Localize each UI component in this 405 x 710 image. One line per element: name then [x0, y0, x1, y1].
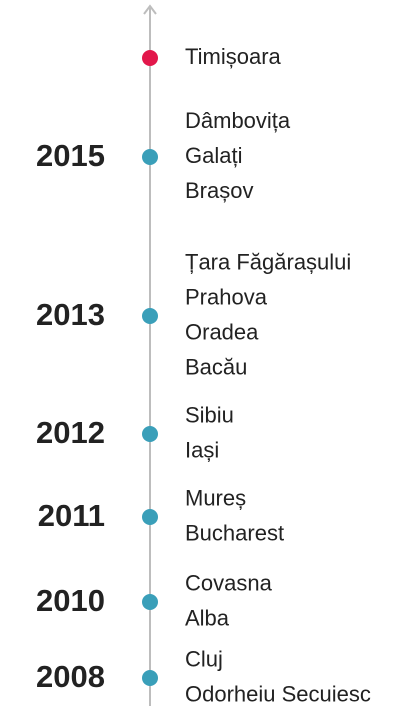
year-label: 2013 [36, 297, 105, 332]
place-label: Covasna [185, 570, 273, 595]
place-label: Bacău [185, 354, 247, 379]
place-label: Odorheiu Secuiesc [185, 681, 371, 706]
timeline-dot [142, 50, 158, 66]
year-label: 2015 [36, 138, 105, 173]
timeline-dot [142, 149, 158, 165]
year-label: 2008 [36, 659, 105, 694]
place-label: Prahova [185, 284, 268, 309]
place-label: Mureș [185, 485, 246, 510]
year-label: 2010 [36, 583, 105, 618]
year-label: 2012 [36, 415, 105, 450]
place-label: Galați [185, 143, 242, 168]
place-label: Dâmbovița [185, 108, 291, 133]
year-label: 2011 [38, 498, 105, 533]
place-label: Oradea [185, 319, 259, 344]
timeline-dot [142, 594, 158, 610]
timeline-dot [142, 509, 158, 525]
timeline-dot [142, 670, 158, 686]
place-label: Sibiu [185, 402, 234, 427]
axis-arrow [143, 4, 157, 15]
place-label: Bucharest [185, 520, 284, 545]
timeline-dot [142, 308, 158, 324]
place-label: Alba [185, 605, 230, 630]
place-label: Țara Făgărașului [185, 249, 351, 274]
timeline-dot [142, 426, 158, 442]
place-label: Cluj [185, 646, 223, 671]
place-label: Timișoara [185, 44, 282, 69]
place-label: Brașov [185, 178, 253, 203]
place-label: Iași [185, 437, 219, 462]
